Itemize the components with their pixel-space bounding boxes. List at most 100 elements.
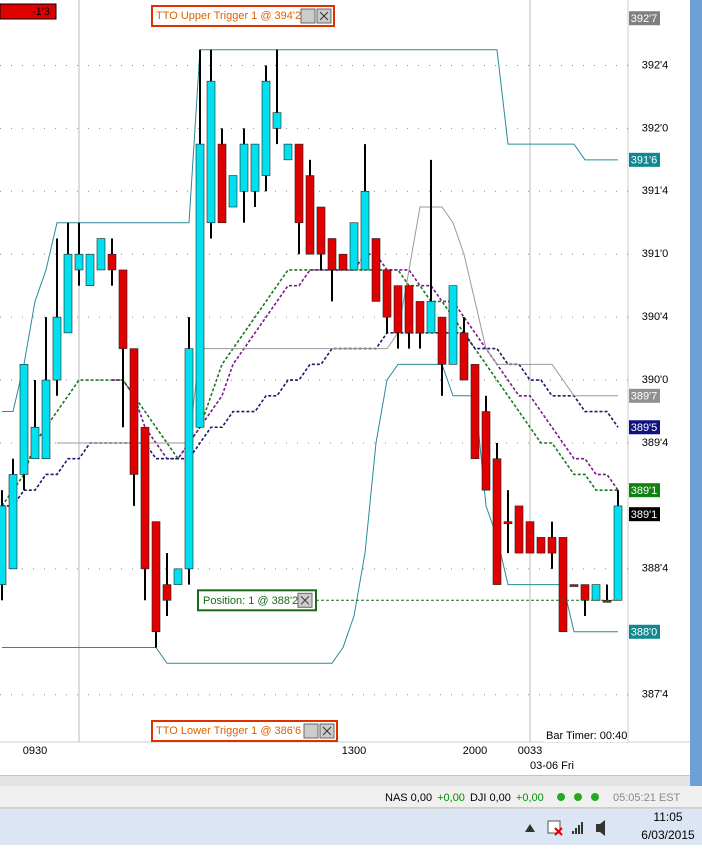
indicator-line: [2, 363, 618, 664]
tray-signal[interactable]: [572, 822, 583, 834]
position-marker[interactable]: Position: 1 @ 388'2: [197, 589, 317, 612]
candle-body: [514, 505, 524, 554]
candle-body: [184, 348, 194, 570]
timer-bg: [543, 728, 627, 742]
price-tag: [629, 11, 660, 26]
price-tag-label: 391'6: [631, 155, 658, 167]
close-icon: [300, 595, 310, 605]
candle-body: [393, 285, 403, 334]
candle-body: [492, 458, 502, 585]
y-tick-label: 391'0: [642, 248, 669, 260]
candle-body: [217, 143, 227, 224]
candle-body: [338, 253, 348, 271]
candle-body: [294, 143, 304, 224]
candle-body: [85, 253, 95, 286]
tray-flag-x: [554, 827, 563, 836]
candle-body: [547, 537, 557, 554]
status-item: NAS 0,00: [385, 792, 432, 804]
candle-body: [52, 316, 62, 381]
candle-body: [250, 143, 260, 192]
confirm-button[interactable]: [300, 8, 316, 24]
x-tick-label: 0930: [23, 745, 47, 757]
candle-body: [459, 332, 469, 381]
candle-body: [591, 584, 601, 601]
candle-body: [74, 253, 84, 271]
upper-trigger[interactable]: TTO Upper Trigger 1 @ 394'2: [151, 5, 335, 27]
x-tick-label: 1300: [342, 745, 366, 757]
candle-body: [327, 238, 337, 271]
price-tag: [629, 483, 660, 498]
status-item: +0,00: [516, 792, 544, 804]
candle-body: [162, 584, 172, 601]
candle-body: [261, 80, 271, 176]
status-icon[interactable]: [574, 793, 582, 801]
price-tag-label: 389'5: [631, 422, 658, 434]
candle-body: [349, 222, 359, 271]
trigger-box[interactable]: [151, 5, 335, 27]
price-tag: [629, 388, 660, 403]
taskbar: [0, 809, 702, 845]
price-tag: [629, 152, 660, 167]
x-tick-label: 2000: [463, 745, 487, 757]
price-tag-label: 388'0: [631, 627, 658, 639]
status-bar: [0, 786, 702, 808]
candle-body: [41, 379, 51, 460]
candle-body: [19, 364, 29, 475]
bar-timer: Bar Timer: 00:40: [546, 730, 627, 742]
candles: [0, 49, 628, 696]
candle-body: [580, 584, 590, 601]
candle-body: [360, 190, 370, 271]
taskbar-date[interactable]: 6/03/2015: [641, 828, 695, 842]
candle-body: [272, 112, 282, 129]
indicator-line: [1, 269, 618, 507]
price-tag-label: 389'1: [631, 485, 658, 497]
candle-body: [173, 568, 183, 585]
indicator-line: [2, 49, 618, 413]
scroll-strip: [0, 776, 690, 786]
candle-body: [239, 143, 249, 192]
chart-bg: [0, 0, 690, 776]
y-tick-label: 388'4: [642, 563, 669, 575]
candle-body: [404, 285, 414, 334]
status-clock: 05:05:21 EST: [613, 792, 681, 804]
taskbar-time[interactable]: 11:05: [653, 810, 682, 824]
candle-body: [129, 348, 139, 475]
position-label: Position: 1 @ 388'2: [203, 595, 298, 607]
y-tick-label: 390'4: [642, 311, 669, 323]
price-tag-label: 389'1: [631, 509, 658, 521]
candle-body: [481, 411, 491, 491]
candle-body: [503, 521, 513, 524]
status-items: NAS 0,00 +0,00 DJI 0,00 +0,00: [385, 792, 544, 804]
candle-body: [525, 521, 535, 554]
candle-body: [448, 285, 458, 365]
tray-arrow[interactable]: [525, 824, 535, 832]
tray-volume[interactable]: [596, 820, 605, 836]
status-icon[interactable]: [557, 793, 565, 801]
close-icon: [319, 11, 329, 21]
candle-body: [437, 316, 447, 365]
x-tick-label: 0033: [518, 745, 542, 757]
status-icon[interactable]: [591, 793, 599, 801]
candle-body: [140, 426, 150, 570]
candle-body: [107, 253, 117, 271]
candle-body: [63, 253, 73, 334]
candle-body: [283, 143, 293, 161]
candle-body: [415, 301, 425, 334]
candle-body: [305, 175, 315, 255]
position-box: [197, 589, 317, 612]
candle-body: [426, 301, 436, 334]
lower-trigger[interactable]: TTO Lower Trigger 1 @ 386'6: [151, 720, 338, 742]
confirm-button[interactable]: [303, 723, 319, 739]
candle-body: [0, 505, 7, 585]
candle-body: [8, 474, 18, 570]
y-tick-label: 392'0: [642, 122, 669, 134]
status-item: +0,00: [437, 792, 465, 804]
candle-body: [470, 364, 480, 460]
account-box: [0, 3, 57, 20]
candle-body: [96, 238, 106, 271]
account-label: -1'3: [32, 6, 50, 18]
y-tick-label: 390'0: [642, 374, 669, 386]
y-tick-label: 387'4: [642, 689, 669, 701]
trigger-box[interactable]: [151, 720, 338, 742]
status-item: DJI 0,00: [470, 792, 511, 804]
